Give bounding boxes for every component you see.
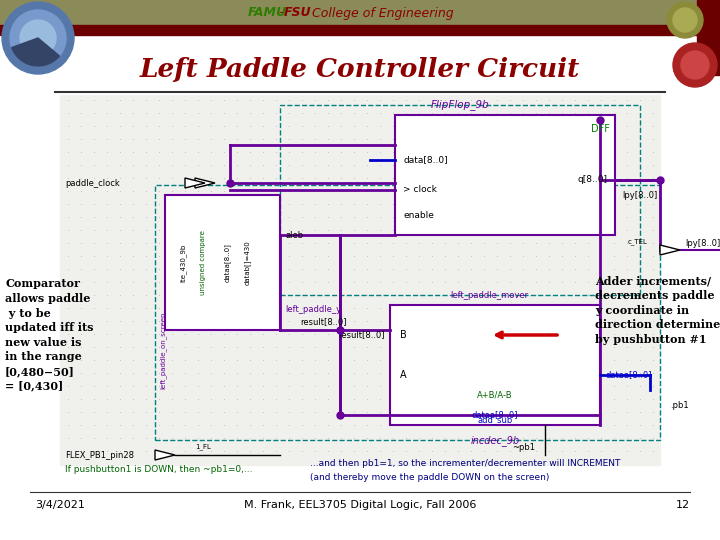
Text: -: -: [278, 6, 282, 19]
Bar: [0, 25, 720, 35]
Text: A+B/A-B: A+B/A-B: [477, 390, 513, 400]
Polygon shape: [155, 450, 175, 460]
Text: ~pb1: ~pb1: [512, 443, 535, 453]
Circle shape: [2, 2, 74, 74]
Text: datab[]=430: datab[]=430: [243, 240, 251, 285]
Polygon shape: [185, 178, 205, 188]
Text: data[8..0]: data[8..0]: [403, 156, 448, 165]
Polygon shape: [195, 178, 215, 188]
Text: 3/4/2021: 3/4/2021: [35, 500, 85, 510]
Text: Comparator
allows paddle
 y to be
updated iff its
new value is
in the range
[0,4: Comparator allows paddle y to be updated…: [5, 279, 94, 392]
Bar: [165, 195, 280, 330]
Circle shape: [667, 2, 703, 38]
Text: left_paddle_y: left_paddle_y: [285, 306, 341, 314]
Text: left_paddle_on_screen: left_paddle_on_screen: [160, 311, 166, 389]
Text: DFF: DFF: [591, 124, 610, 134]
Text: unsigned compare: unsigned compare: [200, 230, 206, 295]
Text: dataa[8..0]: dataa[8..0]: [472, 410, 518, 420]
Text: > clock: > clock: [403, 186, 437, 194]
Text: lte_430_9b: lte_430_9b: [179, 244, 186, 282]
Text: dataa[8..0]: dataa[8..0]: [605, 370, 652, 380]
Text: B: B: [400, 330, 407, 340]
Text: FlipFlop_9b: FlipFlop_9b: [431, 99, 490, 110]
Circle shape: [20, 20, 56, 56]
Wedge shape: [12, 38, 60, 66]
Text: result[8..0]: result[8..0]: [300, 318, 346, 327]
Circle shape: [681, 51, 709, 79]
Text: M. Frank, EEL3705 Digital Logic, Fall 2006: M. Frank, EEL3705 Digital Logic, Fall 20…: [244, 500, 476, 510]
Text: lpy[8..0]: lpy[8..0]: [685, 239, 720, 247]
Circle shape: [673, 43, 717, 87]
Text: result[8..0]: result[8..0]: [338, 330, 385, 340]
Text: (and thereby move the paddle DOWN on the screen): (and thereby move the paddle DOWN on the…: [310, 472, 549, 482]
Text: paddle_clock: paddle_clock: [65, 179, 120, 187]
Bar: [60, 95, 660, 465]
Text: lpy[8..0]: lpy[8..0]: [622, 191, 657, 199]
Text: A: A: [400, 370, 407, 380]
Text: 1_FL: 1_FL: [195, 444, 211, 450]
Text: If pushbutton1 is DOWN, then ~pb1=0,...: If pushbutton1 is DOWN, then ~pb1=0,...: [65, 465, 253, 475]
Bar: [390, 305, 600, 425]
Bar: [0, 0, 720, 25]
Polygon shape: [660, 245, 680, 255]
Bar: [395, 115, 615, 235]
Text: incdec_9b: incdec_9b: [470, 435, 520, 446]
Text: College of Engineering: College of Engineering: [308, 6, 454, 19]
Text: c_TEL: c_TEL: [628, 239, 648, 245]
Circle shape: [673, 8, 697, 32]
Text: enable: enable: [403, 211, 434, 219]
Text: ...and then pb1=1, so the incrementer/decrementer will INCREMENT: ...and then pb1=1, so the incrementer/de…: [310, 458, 621, 468]
Bar: [280, 105, 640, 295]
Text: FLEX_PB1_pin28: FLEX_PB1_pin28: [65, 450, 134, 460]
Text: left_paddle_mover: left_paddle_mover: [450, 291, 528, 300]
Text: aleb: aleb: [285, 231, 303, 240]
Text: Adder increments/
decrements paddle
y coordinate in
direction determined
by push: Adder increments/ decrements paddle y co…: [595, 275, 720, 345]
Text: add_sub: add_sub: [477, 415, 513, 424]
Text: 12: 12: [676, 500, 690, 510]
Text: FSU: FSU: [284, 6, 312, 19]
Text: dataa[8..0]: dataa[8..0]: [224, 243, 230, 282]
Text: q[8..0]: q[8..0]: [577, 176, 607, 185]
Bar: [697, 0, 720, 75]
Text: Left Paddle Controller Circuit: Left Paddle Controller Circuit: [140, 57, 580, 83]
Circle shape: [10, 10, 66, 66]
Bar: [155, 185, 660, 440]
Text: .pb1: .pb1: [670, 401, 688, 409]
Text: FAMU: FAMU: [248, 6, 287, 19]
